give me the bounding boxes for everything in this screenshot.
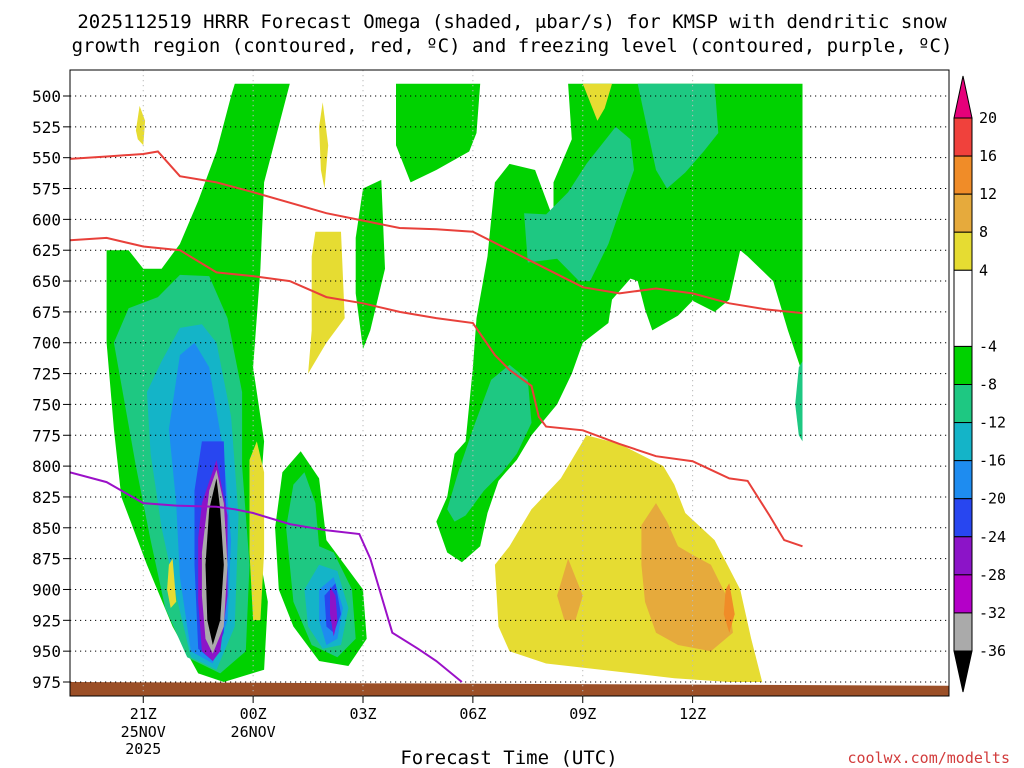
y-tick-label-975: 975 [32, 673, 61, 692]
y-tick-label-900: 900 [32, 580, 61, 599]
y-tick-label-850: 850 [32, 519, 61, 538]
y-tick-label-625: 625 [32, 241, 61, 260]
colorbar-label-13: -36 [979, 642, 1006, 660]
terrain-strip [70, 682, 949, 696]
y-tick-label-750: 750 [32, 395, 61, 414]
colorbar-label-2: 12 [979, 185, 997, 203]
colorbar-label-7: -12 [979, 414, 1006, 432]
colorbar-label-0: 20 [979, 109, 997, 127]
colorbar-label-1: 16 [979, 147, 997, 165]
omega-region-13 [330, 587, 338, 637]
colorbar-top-arrow [953, 75, 973, 119]
colorbar-bin-10 [953, 498, 973, 538]
omega-region-15 [396, 83, 481, 183]
y-tick-label-700: 700 [32, 334, 61, 353]
colorbar-bottom-arrow [953, 650, 973, 693]
dendritic-contour-0 [70, 150, 803, 315]
x-tick-label-21Z: 21Z [130, 705, 157, 723]
colorbar-bin-12 [953, 574, 973, 614]
x-tick-sublabel-00Z-0: 26NOV [231, 723, 276, 741]
y-tick-label-650: 650 [32, 272, 61, 291]
colorbar-label-11: -28 [979, 566, 1006, 584]
y-tick-label-950: 950 [32, 642, 61, 661]
y-tick-label-550: 550 [32, 149, 61, 168]
y-tick-label-825: 825 [32, 488, 61, 507]
y-axis: 500 525 550 575 600 625 650 675 700 725 750 775 800 8… [32, 87, 70, 692]
y-tick-label-575: 575 [32, 180, 61, 199]
y-tick-label-875: 875 [32, 550, 61, 569]
colorbar-bin-3 [953, 193, 973, 233]
x-tick-sublabel-21Z-1: 2025 [125, 740, 161, 758]
colorbar-bin-11 [953, 536, 973, 576]
omega-region-18 [524, 126, 634, 282]
colorbar: 20 16 12 8 4 -4 -8 -12 -16 -20 -24 -28 -32 -36 [953, 75, 1006, 693]
omega-region-22 [308, 231, 345, 374]
omega-region-20 [795, 361, 803, 442]
y-tick-label-500: 500 [32, 87, 61, 106]
credit-text: coolwx.com/modelts [847, 749, 1010, 767]
colorbar-label-12: -32 [979, 604, 1006, 622]
omega-region-26 [723, 583, 735, 633]
colorbar-bin-5 [953, 269, 973, 347]
x-tick-label-00Z: 00Z [240, 705, 267, 723]
colorbar-bin-4 [953, 231, 973, 271]
y-tick-label-675: 675 [32, 303, 61, 322]
colorbar-bin-1 [953, 117, 973, 157]
x-tick-label-03Z: 03Z [349, 705, 376, 723]
freezing-level-contour-0 [70, 471, 463, 683]
y-tick-label-600: 600 [32, 210, 61, 229]
x-tick-label-12Z: 12Z [679, 705, 706, 723]
dendritic-contour-1 [70, 236, 803, 548]
chart-title-line1: 2025112519 HRRR Forecast Omega (shaded, … [77, 11, 947, 33]
contours-layer [70, 150, 803, 683]
omega-region-16 [436, 83, 803, 563]
chart-title-line2: growth region (contoured, red, ºC) and f… [72, 35, 953, 57]
omega-shading-layer [106, 83, 803, 682]
x-axis-title: Forecast Time (UTC) [400, 747, 617, 768]
omega-region-27 [167, 558, 177, 608]
omega-region-14 [355, 179, 385, 349]
omega-region-24 [557, 558, 583, 621]
colorbar-label-6: -8 [979, 376, 997, 394]
omega-region-25 [641, 503, 733, 652]
omega-region-30 [582, 83, 612, 121]
colorbar-bin-13 [953, 612, 973, 652]
plot-frame [69, 69, 950, 697]
x-tick-label-09Z: 09Z [569, 705, 596, 723]
terrain-layer [70, 682, 949, 696]
y-tick-label-525: 525 [32, 118, 61, 137]
omega-region-29 [319, 102, 329, 189]
colorbar-label-8: -16 [979, 452, 1006, 470]
y-tick-label-775: 775 [32, 426, 61, 445]
y-tick-label-725: 725 [32, 365, 61, 384]
colorbar-label-10: -24 [979, 528, 1006, 546]
colorbar-bin-9 [953, 460, 973, 500]
colorbar-label-9: -20 [979, 490, 1006, 508]
y-tick-label-925: 925 [32, 611, 61, 630]
omega-region-17 [637, 83, 719, 189]
colorbar-label-5: -4 [979, 337, 997, 355]
y-tick-label-800: 800 [32, 457, 61, 476]
colorbar-bin-8 [953, 422, 973, 462]
colorbar-label-3: 8 [979, 223, 988, 241]
omega-region-7 [205, 478, 224, 645]
x-tick-sublabel-21Z-0: 25NOV [121, 723, 166, 741]
colorbar-bin-7 [953, 384, 973, 424]
colorbar-bin-2 [953, 155, 973, 195]
colorbar-bin-6 [953, 345, 973, 385]
x-tick-label-06Z: 06Z [459, 705, 486, 723]
colorbar-label-4: 4 [979, 261, 988, 279]
